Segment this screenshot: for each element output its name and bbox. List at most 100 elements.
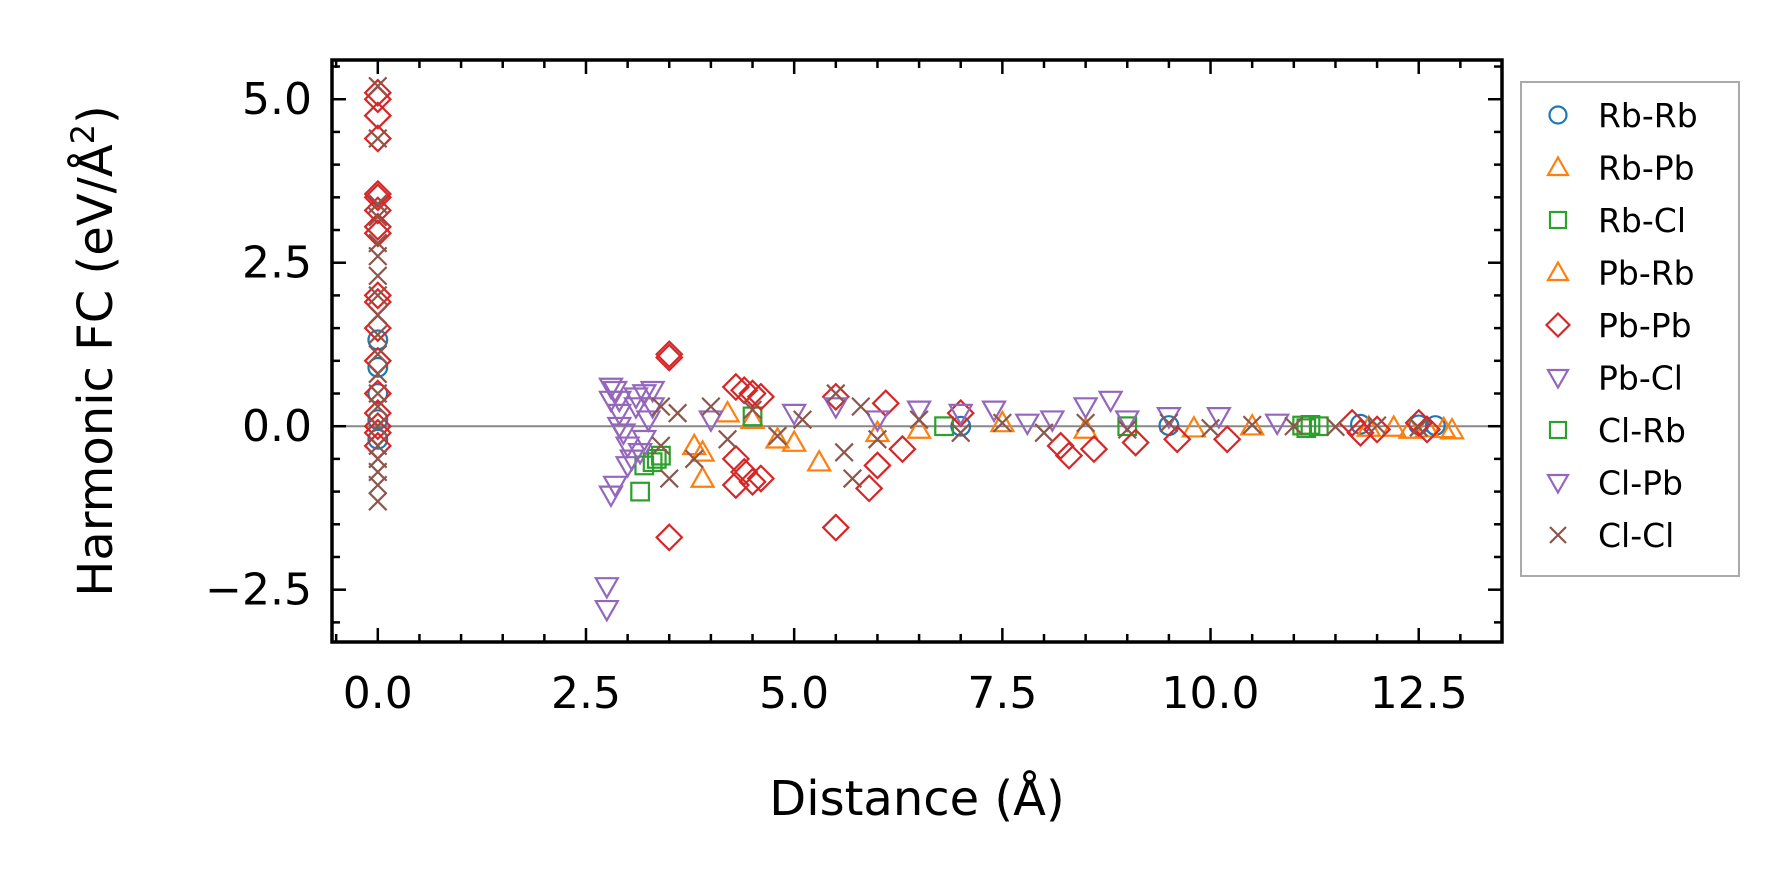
data-point-Cl-Cl	[368, 128, 388, 149]
data-point-Cl-Cl	[651, 397, 671, 417]
plot-area-frame	[330, 58, 1504, 644]
data-point-Pb-Pb	[363, 196, 393, 225]
data-point-Pb-Rb	[989, 409, 1016, 433]
data-point-Pb-Pb	[363, 101, 393, 130]
x-tick-label: 2.5	[551, 668, 621, 719]
legend-item-Pb-Pb: Pb-Pb	[1544, 306, 1692, 345]
legend-marker	[1549, 526, 1567, 544]
data-point-Cl-Cl	[1076, 413, 1096, 433]
data-point-Pb-Cl	[1264, 413, 1291, 437]
x-tick-label: 0.0	[343, 668, 413, 719]
data-point-Rb-Pb	[806, 448, 833, 472]
data-point-Cl-Pb	[598, 390, 624, 414]
legend-label: Cl-Rb	[1598, 411, 1686, 450]
x-tick-label: 12.5	[1370, 668, 1468, 719]
data-point-Pb-Cl	[981, 400, 1007, 424]
legend-item-Pb-Cl: Pb-Cl	[1546, 359, 1683, 398]
legend-item-Cl-Cl: Cl-Cl	[1549, 516, 1674, 555]
data-point-Pb-Cl	[598, 377, 624, 401]
data-point-Cl-Cl	[767, 426, 788, 446]
data-point-Pb-Pb	[363, 183, 393, 212]
data-point-Pb-Cl	[602, 475, 629, 499]
data-point-Pb-Pb	[863, 451, 892, 480]
data-point-Pb-Cl	[822, 397, 849, 420]
legend-marker	[1546, 155, 1570, 177]
data-point-Cl-Rb	[1296, 418, 1317, 439]
data-point-Pb-Pb	[1163, 425, 1192, 454]
data-point-Pb-Pb	[1346, 418, 1375, 447]
data-point-Pb-Pb	[363, 212, 393, 241]
legend-label: Pb-Rb	[1598, 254, 1695, 293]
data-point-Pb-Pb	[821, 382, 851, 411]
data-point-Cl-Cl	[368, 475, 388, 495]
x-axis-title: Distance (Å)	[769, 770, 1064, 827]
data-point-Pb-Cl	[593, 577, 620, 600]
data-point-Cl-Cl	[1117, 419, 1137, 440]
data-point-Cl-Cl	[792, 410, 813, 430]
data-point-Cl-Cl	[684, 449, 704, 469]
data-point-Cl-Cl	[834, 442, 854, 462]
y-tick-label: 2.5	[242, 238, 312, 289]
legend-marker	[1548, 420, 1568, 440]
data-point-Cl-Cl	[909, 410, 929, 430]
legend-item-Cl-Rb: Cl-Rb	[1548, 411, 1686, 450]
legend-item-Cl-Pb: Cl-Pb	[1546, 464, 1683, 503]
data-point-Cl-Pb	[614, 456, 641, 479]
data-point-Pb-Cl	[639, 380, 666, 404]
data-point-Rb-Pb	[764, 426, 791, 449]
legend-item-Rb-Cl: Rb-Cl	[1548, 201, 1686, 240]
data-point-Cl-Cl	[368, 76, 388, 96]
data-point-Cl-Cl	[1034, 423, 1054, 443]
data-point-Pb-Pb	[1362, 415, 1392, 444]
data-point-Cl-Cl	[1284, 416, 1304, 436]
data-point-Cl-Cl	[668, 403, 688, 423]
data-point-Pb-Rb	[781, 429, 808, 452]
axis-ticks	[332, 60, 1504, 642]
data-point-Cl-Pb	[698, 410, 724, 433]
data-point-Cl-Cl	[368, 491, 388, 511]
data-point-Cl-Cl	[659, 468, 679, 489]
data-point-Rb-Cl	[630, 481, 651, 502]
data-point-Rb-Pb	[689, 439, 716, 462]
data-point-Pb-Cl	[947, 403, 974, 427]
y-axis-title-close: )	[68, 105, 124, 124]
data-point-Pb-Pb	[655, 523, 684, 552]
data-point-Cl-Cl	[717, 429, 738, 449]
data-point-Cl-Cl	[368, 266, 388, 286]
data-point-Cl-Cl	[651, 436, 671, 456]
data-point-Cl-Cl	[826, 383, 846, 404]
data-point-Cl-Cl	[851, 397, 871, 417]
data-point-Cl-Cl	[842, 468, 863, 489]
data-point-Cl-Cl	[867, 429, 888, 449]
data-point-Cl-Cl	[368, 305, 388, 325]
data-point-Cl-Pb	[864, 410, 891, 433]
legend-marker	[1546, 260, 1570, 282]
data-point-Pb-Cl	[1097, 390, 1124, 414]
data-points	[363, 76, 1465, 623]
data-point-Pb-Pb	[363, 179, 393, 209]
data-point-Cl-Cl	[992, 413, 1012, 433]
data-point-Rb-Pb	[1380, 414, 1407, 437]
data-point-Cl-Cl	[1200, 418, 1221, 438]
data-point-Pb-Pb	[854, 474, 884, 503]
data-point-Rb-Rb	[950, 415, 972, 437]
data-point-Pb-Pb	[1079, 434, 1109, 464]
legend-label: Pb-Pb	[1598, 306, 1692, 345]
data-point-Pb-Cl	[781, 403, 808, 427]
data-point-Pb-Cl	[606, 403, 633, 427]
data-point-Pb-Pb	[746, 464, 776, 493]
data-point-Cl-Cl	[1242, 415, 1262, 435]
data-point-Rb-Rb	[367, 383, 389, 404]
legend-label: Rb-Pb	[1598, 149, 1695, 188]
data-point-Pb-Pb	[721, 470, 751, 500]
tick-labels: 0.0 2.5 5.0 7.5 10.0 12.5 −2.5 0.0 2.5 5.0	[205, 74, 1468, 719]
y-axis-title-superscript: 2	[64, 124, 102, 144]
data-point-Pb-Pb	[655, 340, 684, 369]
data-point-Cl-Cl	[368, 344, 388, 364]
legend-label: Cl-Cl	[1598, 516, 1674, 555]
legend-label: Rb-Cl	[1598, 201, 1686, 240]
data-point-Pb-Pb	[363, 78, 393, 107]
legend: Rb-Rb Rb-Pb Rb-Cl Pb-Rb Pb-Pb Pb-Cl Cl-Rb Cl-Pb…	[1520, 81, 1740, 577]
data-point-Cl-Cl	[742, 400, 763, 420]
